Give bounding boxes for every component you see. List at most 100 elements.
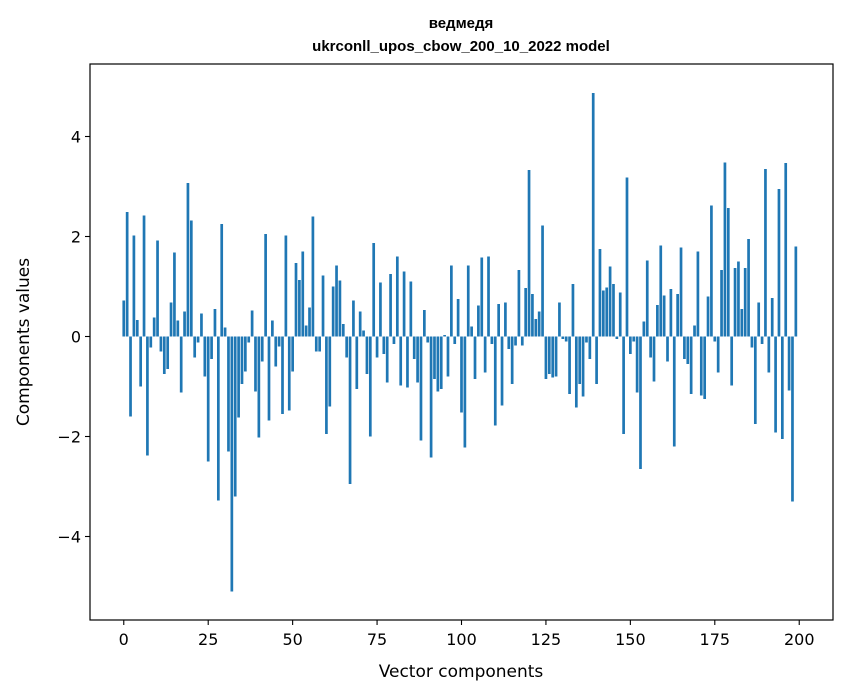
bar — [463, 336, 467, 448]
bar — [514, 336, 517, 346]
bar — [426, 336, 430, 343]
bar — [770, 298, 774, 337]
bar — [676, 294, 679, 337]
bar — [723, 162, 727, 337]
y-axis-label: Components values — [14, 258, 34, 426]
bar — [392, 336, 396, 344]
bar — [591, 93, 595, 337]
bar — [740, 309, 744, 337]
bar — [169, 302, 173, 337]
bar — [419, 336, 423, 441]
bar — [632, 336, 636, 342]
bar — [483, 336, 487, 373]
bar — [416, 336, 419, 383]
bar — [605, 287, 609, 337]
bar — [399, 336, 403, 386]
bar — [443, 335, 446, 337]
bar — [645, 260, 649, 337]
bar — [220, 224, 224, 337]
bar — [429, 336, 433, 458]
bar — [669, 289, 673, 337]
bar — [189, 220, 193, 337]
x-axis: 0 25 50 75 100 125 150 175 200 — [119, 620, 815, 649]
bar — [787, 336, 791, 391]
bar — [652, 336, 656, 382]
bar — [672, 336, 676, 447]
bar — [598, 249, 602, 337]
bar — [696, 251, 700, 337]
x-tick-label: 0 — [119, 630, 129, 649]
bar — [304, 325, 308, 337]
bar — [477, 305, 480, 337]
bar — [206, 336, 210, 462]
x-tick-label: 125 — [531, 630, 562, 649]
chart-title-line2: ukrconll_upos_cbow_200_10_2022 model — [312, 38, 610, 55]
bar — [352, 300, 355, 337]
bar — [757, 302, 761, 337]
bar — [625, 177, 629, 337]
bar — [281, 336, 284, 414]
bar — [287, 336, 291, 411]
bar — [588, 336, 592, 359]
bar — [216, 336, 220, 501]
bar — [284, 235, 288, 337]
bar — [601, 290, 605, 337]
bar — [423, 310, 426, 337]
bar — [517, 270, 521, 337]
bar — [615, 336, 619, 339]
x-tick-label: 150 — [615, 630, 646, 649]
bar — [230, 336, 234, 592]
bar — [679, 247, 683, 337]
bar — [493, 336, 497, 426]
bar — [254, 336, 257, 392]
bar — [196, 336, 200, 343]
bar — [520, 336, 524, 346]
bar — [500, 336, 504, 406]
bar — [247, 336, 251, 343]
bar — [784, 163, 788, 337]
bar — [706, 296, 710, 337]
bar — [267, 336, 271, 421]
bar — [412, 336, 416, 359]
y-tick-label: 0 — [71, 328, 81, 347]
bar — [487, 256, 490, 337]
bar — [693, 325, 696, 337]
bar — [375, 336, 379, 358]
bar — [470, 326, 473, 337]
bar — [139, 336, 143, 387]
bar — [618, 292, 622, 337]
bar — [362, 330, 365, 337]
bar — [406, 336, 409, 388]
bar — [223, 327, 227, 337]
bar — [541, 225, 544, 337]
bar — [298, 280, 301, 337]
bar — [635, 336, 639, 393]
bar — [149, 336, 153, 348]
bar — [794, 246, 798, 337]
bar — [730, 336, 734, 386]
bar — [767, 336, 771, 373]
bar — [382, 336, 386, 354]
bar — [507, 336, 511, 349]
bar — [656, 305, 659, 337]
bar — [504, 302, 507, 337]
x-tick-label: 100 — [446, 630, 477, 649]
bar — [321, 275, 325, 337]
bar — [568, 336, 571, 394]
bar — [227, 336, 230, 452]
bar — [142, 215, 146, 337]
bar — [159, 336, 163, 352]
bar — [186, 183, 190, 337]
bar — [166, 336, 170, 369]
bar — [135, 320, 139, 337]
bar — [747, 239, 750, 337]
bar — [686, 336, 690, 364]
bar — [662, 295, 666, 337]
bar — [622, 336, 625, 434]
bar — [683, 336, 686, 359]
bar — [162, 336, 166, 374]
bar — [301, 251, 305, 337]
bar — [146, 336, 149, 456]
bar — [544, 336, 548, 379]
